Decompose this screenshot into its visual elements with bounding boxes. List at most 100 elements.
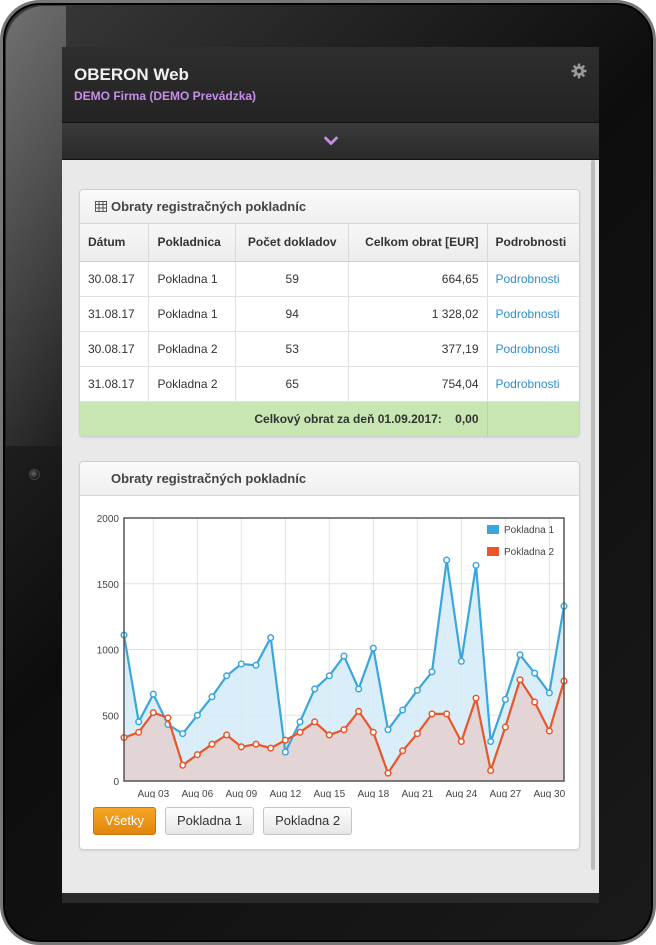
data-point: [369, 644, 377, 652]
turnover-table: Dátum Pokladnica Počet dokladov Celkom o…: [80, 224, 579, 436]
camera-icon: [29, 469, 40, 480]
data-point: [325, 731, 333, 739]
cell-count: 94: [235, 296, 350, 332]
table-row: 30.08.17 Pokladna 2 53 377,19 Podrobnost…: [80, 331, 579, 367]
gear-icon[interactable]: [571, 63, 587, 79]
data-point: [531, 698, 539, 706]
data-point: [355, 707, 363, 715]
filter-all-button[interactable]: Všetky: [93, 807, 157, 835]
data-point: [545, 689, 553, 697]
data-point: [516, 651, 524, 659]
cell-count: 65: [235, 366, 350, 402]
plot-frame: [123, 517, 565, 782]
data-point: [443, 710, 451, 718]
data-point: [487, 766, 495, 775]
data-point: [149, 690, 157, 698]
data-point: [311, 685, 319, 693]
data-point: [267, 634, 275, 642]
data-point: [193, 751, 201, 759]
total-empty-cell: [487, 401, 579, 436]
turnover-chart-panel: Obraty registračných pokladníc 0 500 1000 1…: [79, 461, 580, 850]
table-row: 30.08.17 Pokladna 1 59 664,65 Podrobnost…: [80, 261, 579, 297]
filter-register-2-button[interactable]: Pokladna 2: [263, 807, 353, 835]
data-point: [237, 743, 245, 751]
data-point: [311, 718, 319, 726]
chart-panel-title: Obraty registračných pokladníc: [111, 471, 307, 486]
data-point: [428, 710, 436, 718]
data-point: [223, 672, 231, 680]
data-point: [399, 706, 407, 714]
data-point: [135, 718, 143, 726]
data-point: [252, 740, 260, 748]
data-point: [413, 686, 421, 694]
data-point: [325, 672, 333, 680]
x-tick-label: Aug 21: [401, 789, 433, 798]
data-point: [531, 669, 539, 677]
legend-label: Pokladna 1: [504, 525, 554, 536]
data-point: [208, 740, 216, 748]
y-tick-label: 500: [102, 711, 119, 722]
cell-register: Pokladna 1: [148, 296, 237, 332]
table-header-row: Dátum Pokladnica Počet dokladov Celkom o…: [80, 224, 579, 262]
data-point: [149, 709, 157, 717]
data-point: [193, 711, 201, 719]
main-content: Obraty registračných pokladníc Dátum Pok…: [79, 189, 580, 850]
data-point: [384, 769, 392, 777]
x-tick-label: Aug 18: [357, 789, 389, 798]
table-icon: [95, 201, 107, 213]
screen: OBERON Web DEMO Firma (DEMO Prevádzka): [62, 47, 599, 903]
cell-date: 30.08.17: [80, 331, 150, 367]
total-row: Celkový obrat za deň 01.09.2017: 0,00: [80, 401, 579, 436]
data-point: [501, 723, 509, 731]
details-link[interactable]: Podrobnosti: [495, 306, 560, 321]
filter-register-1-button[interactable]: Pokladna 1: [165, 807, 255, 835]
data-point: [545, 727, 553, 735]
data-point: [164, 714, 172, 722]
details-link[interactable]: Podrobnosti: [495, 376, 560, 391]
nav-bar: [62, 123, 599, 160]
column-header-count[interactable]: Počet dokladov: [235, 224, 350, 262]
cell-date: 31.08.17: [80, 296, 150, 332]
data-point: [516, 676, 524, 684]
cell-count: 53: [235, 331, 350, 367]
cell-total: 754,04: [348, 366, 488, 402]
legend-swatch: [487, 547, 499, 556]
cell-total: 1 328,02: [348, 296, 488, 332]
x-tick-label: Aug 06: [181, 789, 213, 798]
cell-date: 31.08.17: [80, 366, 150, 402]
scrollbar[interactable]: [591, 160, 595, 870]
legend-swatch: [487, 525, 499, 534]
x-tick-label: Aug 12: [269, 789, 301, 798]
total-cell: Celkový obrat za deň 01.09.2017: 0,00: [80, 401, 488, 436]
data-point: [179, 730, 187, 738]
x-tick-label: Aug 24: [445, 789, 477, 798]
data-point: [252, 661, 260, 669]
data-point: [281, 736, 289, 744]
data-point: [428, 668, 436, 676]
y-tick-label: 1500: [97, 580, 120, 591]
total-label: Celkový obrat za deň 01.09.2017:: [254, 411, 442, 426]
x-tick-label: Aug 30: [533, 789, 565, 798]
company-name[interactable]: DEMO Firma (DEMO Prevádzka): [74, 89, 257, 103]
data-point: [208, 693, 216, 701]
column-header-date[interactable]: Dátum: [80, 224, 150, 262]
table-panel-header: Obraty registračných pokladníc: [80, 190, 579, 224]
data-point: [457, 657, 465, 665]
column-header-register[interactable]: Pokladnica: [148, 224, 237, 262]
app-title: OBERON Web: [74, 65, 189, 84]
table-row: 31.08.17 Pokladna 1 94 1 328,02 Podrobno…: [80, 296, 579, 332]
data-point: [413, 730, 421, 738]
data-point: [237, 660, 245, 668]
details-link[interactable]: Podrobnosti: [495, 341, 560, 356]
x-tick-label: Aug 03: [137, 789, 169, 798]
cell-total: 664,65: [348, 261, 488, 297]
details-link[interactable]: Podrobnosti: [495, 271, 560, 286]
data-point: [223, 731, 231, 739]
column-header-details: Podrobnosti: [487, 224, 579, 262]
chevron-down-icon[interactable]: [324, 135, 338, 147]
column-header-total[interactable]: Celkom obrat [EUR]: [348, 224, 488, 262]
y-tick-label: 0: [113, 777, 119, 788]
cell-register: Pokladna 2: [148, 366, 237, 402]
x-tick-label: Aug 27: [489, 789, 521, 798]
